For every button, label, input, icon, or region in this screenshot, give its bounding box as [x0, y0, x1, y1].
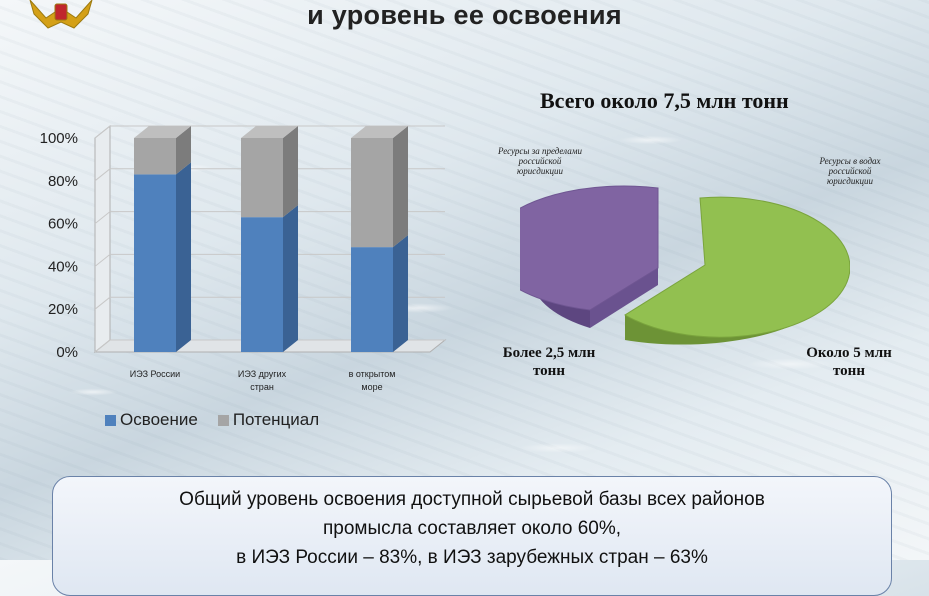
side-wall	[94, 124, 111, 354]
y-tick-label: 40%	[48, 258, 78, 275]
pie-amount-russian: Около 5 млн тонн	[806, 345, 892, 379]
pie-note-russian: Ресурсы в водах российской юрисдикции	[819, 156, 881, 186]
page-title: и уровень ее освоения	[307, 0, 622, 30]
legend-item-potencial: Потенциал	[217, 410, 320, 430]
legend-swatch-potencial	[217, 414, 229, 426]
legend-item-osvoenie: Освоение	[105, 410, 198, 430]
x-tick-label: в открытом	[349, 369, 396, 379]
gridline-depth	[94, 211, 111, 224]
y-tick-label: 20%	[48, 301, 78, 318]
y-tick-label: 0%	[56, 344, 78, 361]
bar-segment-side	[393, 126, 408, 248]
bar-segment-side	[176, 162, 191, 352]
bar-segment-top	[241, 126, 298, 138]
legend-label-potencial: Потенциал	[232, 410, 320, 429]
summary-line-2: промысла составляет около 60%,	[322, 518, 622, 539]
x-tick-label: ИЭЗ других	[238, 369, 287, 379]
x-tick-label: ИЭЗ России	[130, 369, 180, 379]
gridline-depth	[94, 254, 111, 267]
pie-title: Всего около 7,5 млн тонн	[540, 88, 789, 113]
bar-segment-side	[393, 235, 408, 352]
coat-of-arms-icon	[29, 0, 93, 29]
x-tick-label: стран	[250, 382, 274, 392]
pie-slice-beyond-side	[532, 265, 590, 328]
bar-legend: Освоение Потенциал	[105, 410, 319, 430]
gridline-depth	[94, 339, 111, 353]
bar-segment	[134, 174, 176, 352]
bar-segment	[351, 138, 393, 248]
bar-segment-top	[351, 126, 408, 138]
bar-segment	[241, 217, 283, 352]
pie-chart	[520, 185, 850, 345]
stacked-bar-chart: 0% 20% 40% 60% 80% 100% ИЭЗ России ИЭЗ других ст…	[40, 124, 447, 392]
gridline-depth	[94, 296, 111, 310]
bar-segment-side	[176, 126, 191, 175]
pie-slice-beyond-front	[590, 268, 658, 328]
pie-note-beyond: Ресурсы за пределами российской юрисдикц…	[498, 146, 582, 176]
pie-amount-beyond: Более 2,5 млн тонн	[502, 345, 596, 379]
y-tick-label: 100%	[40, 130, 78, 147]
summary-line-3: в ИЭЗ России – 83%, в ИЭЗ зарубежных стр…	[236, 547, 708, 568]
x-tick-label: море	[361, 382, 382, 392]
bar-segment-top	[134, 126, 191, 138]
pie-slice-beyond	[520, 185, 659, 311]
bar-segment-side	[283, 126, 298, 218]
bar-segment	[241, 138, 283, 218]
bar-segment-side	[283, 205, 298, 352]
gridline-depth	[94, 125, 111, 139]
summary-box: Общий уровень освоения доступной сырьево…	[52, 476, 892, 596]
legend-swatch-osvoenie	[105, 414, 116, 426]
bar-segment	[351, 247, 393, 352]
y-tick-label: 80%	[48, 173, 78, 190]
legend-label-osvoenie: Освоение	[120, 410, 198, 429]
pie-slice-russian-waters	[624, 196, 850, 338]
gridline-depth	[94, 168, 111, 182]
y-tick-label: 60%	[48, 216, 78, 233]
bar-segment	[134, 138, 176, 175]
summary-line-1: Общий уровень освоения доступной сырьево…	[179, 489, 765, 510]
